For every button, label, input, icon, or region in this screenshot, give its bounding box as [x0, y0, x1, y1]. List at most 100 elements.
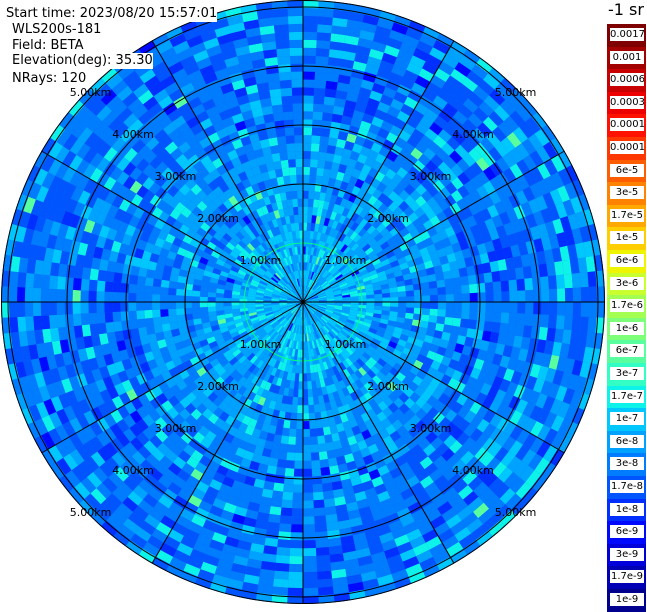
ppi-cell [17, 272, 26, 287]
ppi-cell [65, 290, 73, 303]
ppi-cell [104, 292, 112, 302]
ppi-cell [501, 312, 510, 323]
ppi-cell [319, 144, 328, 153]
ppi-cell [272, 587, 288, 596]
ppi-cell [485, 312, 494, 322]
ppi-cell [454, 302, 462, 310]
ppi-cell [320, 128, 330, 137]
ppi-cell [438, 302, 446, 310]
start-time-label: Start time: 2023/08/20 15:57:01 [6, 6, 217, 22]
ppi-cell [546, 328, 556, 342]
ppi-cell [286, 143, 295, 152]
ppi-cell [168, 302, 176, 309]
ppi-cell [367, 302, 375, 306]
ppi-cell [499, 270, 508, 282]
ppi-cell [461, 285, 470, 294]
ppi-cell [523, 266, 532, 279]
ppi-cell [282, 492, 293, 501]
ppi-cell [581, 287, 589, 302]
ppi-cell [325, 89, 337, 98]
ppi-cell [451, 326, 460, 335]
ppi-cell [509, 313, 518, 325]
ppi-cell [573, 302, 581, 317]
ppi-cell [286, 460, 295, 469]
ppi-cell [303, 48, 316, 56]
ppi-cell [316, 547, 330, 556]
colorbar-tick-label: 6e-5 [610, 164, 644, 177]
ppi-cell [277, 136, 287, 145]
ppi-cell [390, 297, 398, 302]
ppi-cell [312, 127, 322, 136]
ppi-cell [303, 373, 307, 381]
ppi-cell [295, 453, 303, 461]
ppi-cell [292, 508, 303, 516]
ppi-cell [312, 468, 322, 477]
ppi-cell [311, 135, 320, 144]
ppi-cell [25, 302, 33, 317]
ppi-cell [291, 72, 303, 80]
ppi-cell [303, 572, 318, 580]
ppi-cell [509, 291, 517, 302]
ppi-cell [273, 483, 284, 492]
ppi-cell [216, 302, 224, 307]
ppi-cell [308, 199, 314, 207]
range-label: 1.00km [325, 338, 367, 351]
ppi-cell [466, 328, 476, 338]
ppi-cell [374, 306, 382, 311]
ppi-cell [82, 267, 91, 279]
nrays-label: NRays: 120 [12, 71, 86, 87]
ppi-cell [81, 279, 90, 291]
ppi-cell [499, 323, 508, 335]
ppi-cell [121, 320, 130, 330]
ppi-cell [73, 302, 81, 314]
ppi-cell [493, 281, 502, 292]
ppi-cell [303, 199, 308, 207]
colorbar-tick-label: 1e-8 [610, 503, 644, 516]
ppi-cell [267, 465, 277, 475]
ppi-cell [168, 309, 176, 316]
ppi-cell [299, 231, 303, 239]
ppi-cell [290, 56, 303, 64]
ppi-cell [9, 317, 18, 333]
ppi-cell [303, 556, 317, 564]
ppi-cell [273, 579, 288, 588]
ppi-cell [318, 579, 333, 588]
ppi-cell [580, 317, 589, 332]
ppi-cell [41, 302, 49, 316]
ppi-cell [486, 302, 494, 312]
ppi-cell [316, 420, 323, 429]
colorbar-tick-label: 0.001 [610, 51, 644, 64]
ppi-cell [312, 120, 322, 129]
ppi-cell [97, 280, 106, 291]
ppi-cell [293, 103, 303, 111]
ppi-cell [74, 325, 83, 338]
ppi-cell [303, 421, 310, 429]
ppi-cell [474, 329, 484, 340]
ppi-cell [501, 280, 510, 291]
ppi-cell [329, 465, 339, 475]
ppi-cell [295, 445, 303, 453]
ppi-cell [390, 302, 398, 307]
instrument-label: WLS200s-181 [12, 22, 101, 38]
ppi-cell [406, 307, 414, 313]
ppi-cell [292, 500, 303, 508]
ppi-cell [485, 282, 494, 292]
range-label: 2.00km [367, 212, 409, 225]
ppi-cell [303, 24, 318, 32]
ppi-cell [310, 429, 317, 437]
colorbar-tick-label: 6e-8 [610, 435, 644, 448]
ppi-cell [90, 268, 99, 280]
ppi-cell [267, 522, 280, 531]
ppi-cell [313, 96, 324, 105]
ppi-cell [168, 295, 176, 302]
ppi-cell [303, 32, 317, 40]
ppi-cell [327, 145, 336, 154]
ppi-cell [289, 429, 296, 437]
ppi-cell [294, 469, 303, 477]
ppi-cell [309, 421, 316, 429]
ppi-cell [200, 297, 208, 302]
ppi-cell [112, 292, 120, 302]
ppi-cell [192, 307, 200, 313]
ppi-cell [460, 276, 469, 286]
ppi-cell [303, 548, 316, 556]
